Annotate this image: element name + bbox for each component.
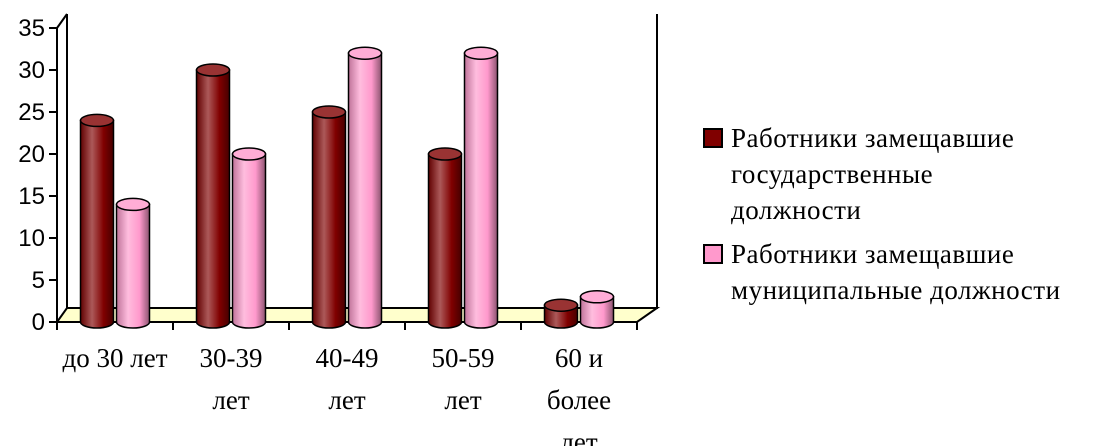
x-category-label: 50-59 [432,343,495,373]
x-category-label: 60 и [555,343,603,373]
y-tick-label: 35 [18,15,45,42]
y-tick-label: 30 [18,57,45,84]
bar-municipal-0 [115,203,151,329]
bar-top-municipal-3 [463,46,499,60]
bar-top-state-1 [195,63,231,77]
legend-label-state-line1: Работники замещавшие [731,123,1015,153]
legend-item-state: Работники замещавшие государственные дол… [703,120,1103,228]
legend-label-municipal-line1: Работники замещавшие [731,239,1015,269]
bar-municipal-3 [463,52,499,329]
x-category-label: более [547,385,611,415]
bar-top-municipal-2 [347,46,383,60]
x-category-label: лет [328,385,365,415]
legend-label-state-line3: должности [731,195,862,225]
bar-top-municipal-0 [115,197,151,212]
legend-swatch-state [703,128,723,148]
bar-top-municipal-1 [231,147,267,161]
x-category-label: лет [560,427,597,446]
bar-top-municipal-4 [579,290,615,304]
bar-top-state-3 [427,147,463,161]
y-tick-label: 25 [18,99,45,126]
bar-state-2 [311,111,347,329]
x-category-label: 40-49 [316,343,379,373]
bar-top-state-2 [311,105,347,119]
bar-top-state-4 [543,298,579,312]
bar-state-0 [79,119,115,329]
chart-wall-edge [56,13,68,29]
y-tick-label: 5 [32,267,45,294]
legend-label-state-line2: государственные [731,159,934,189]
y-tick-label: 0 [32,309,45,336]
bar-municipal-2 [347,52,383,329]
y-tick-label: 20 [18,141,45,168]
x-category-label: до 30 лет [63,343,168,373]
legend-label-municipal-line2: муниципальные должности [731,275,1061,305]
bar-top-state-0 [79,113,115,128]
bar-chart: 0 5 10 15 20 25 30 35 до 30 лет 30-39 лет 40-49 лет 5… [18,13,661,446]
legend-swatch-municipal [703,244,723,264]
bar-municipal-1 [231,153,267,329]
x-category-label: 30-39 [200,343,263,373]
x-category-label: лет [212,385,249,415]
x-category-label: лет [444,385,481,415]
y-tick-label: 10 [18,225,45,252]
y-tick-label: 15 [18,183,45,210]
bar-state-3 [427,153,463,329]
legend-item-municipal: Работники замещавшие муниципальные должн… [703,236,1103,308]
chart-legend: Работники замещавшие государственные дол… [703,120,1103,316]
bar-state-1 [195,69,231,329]
bar-municipal-4 [579,296,615,329]
